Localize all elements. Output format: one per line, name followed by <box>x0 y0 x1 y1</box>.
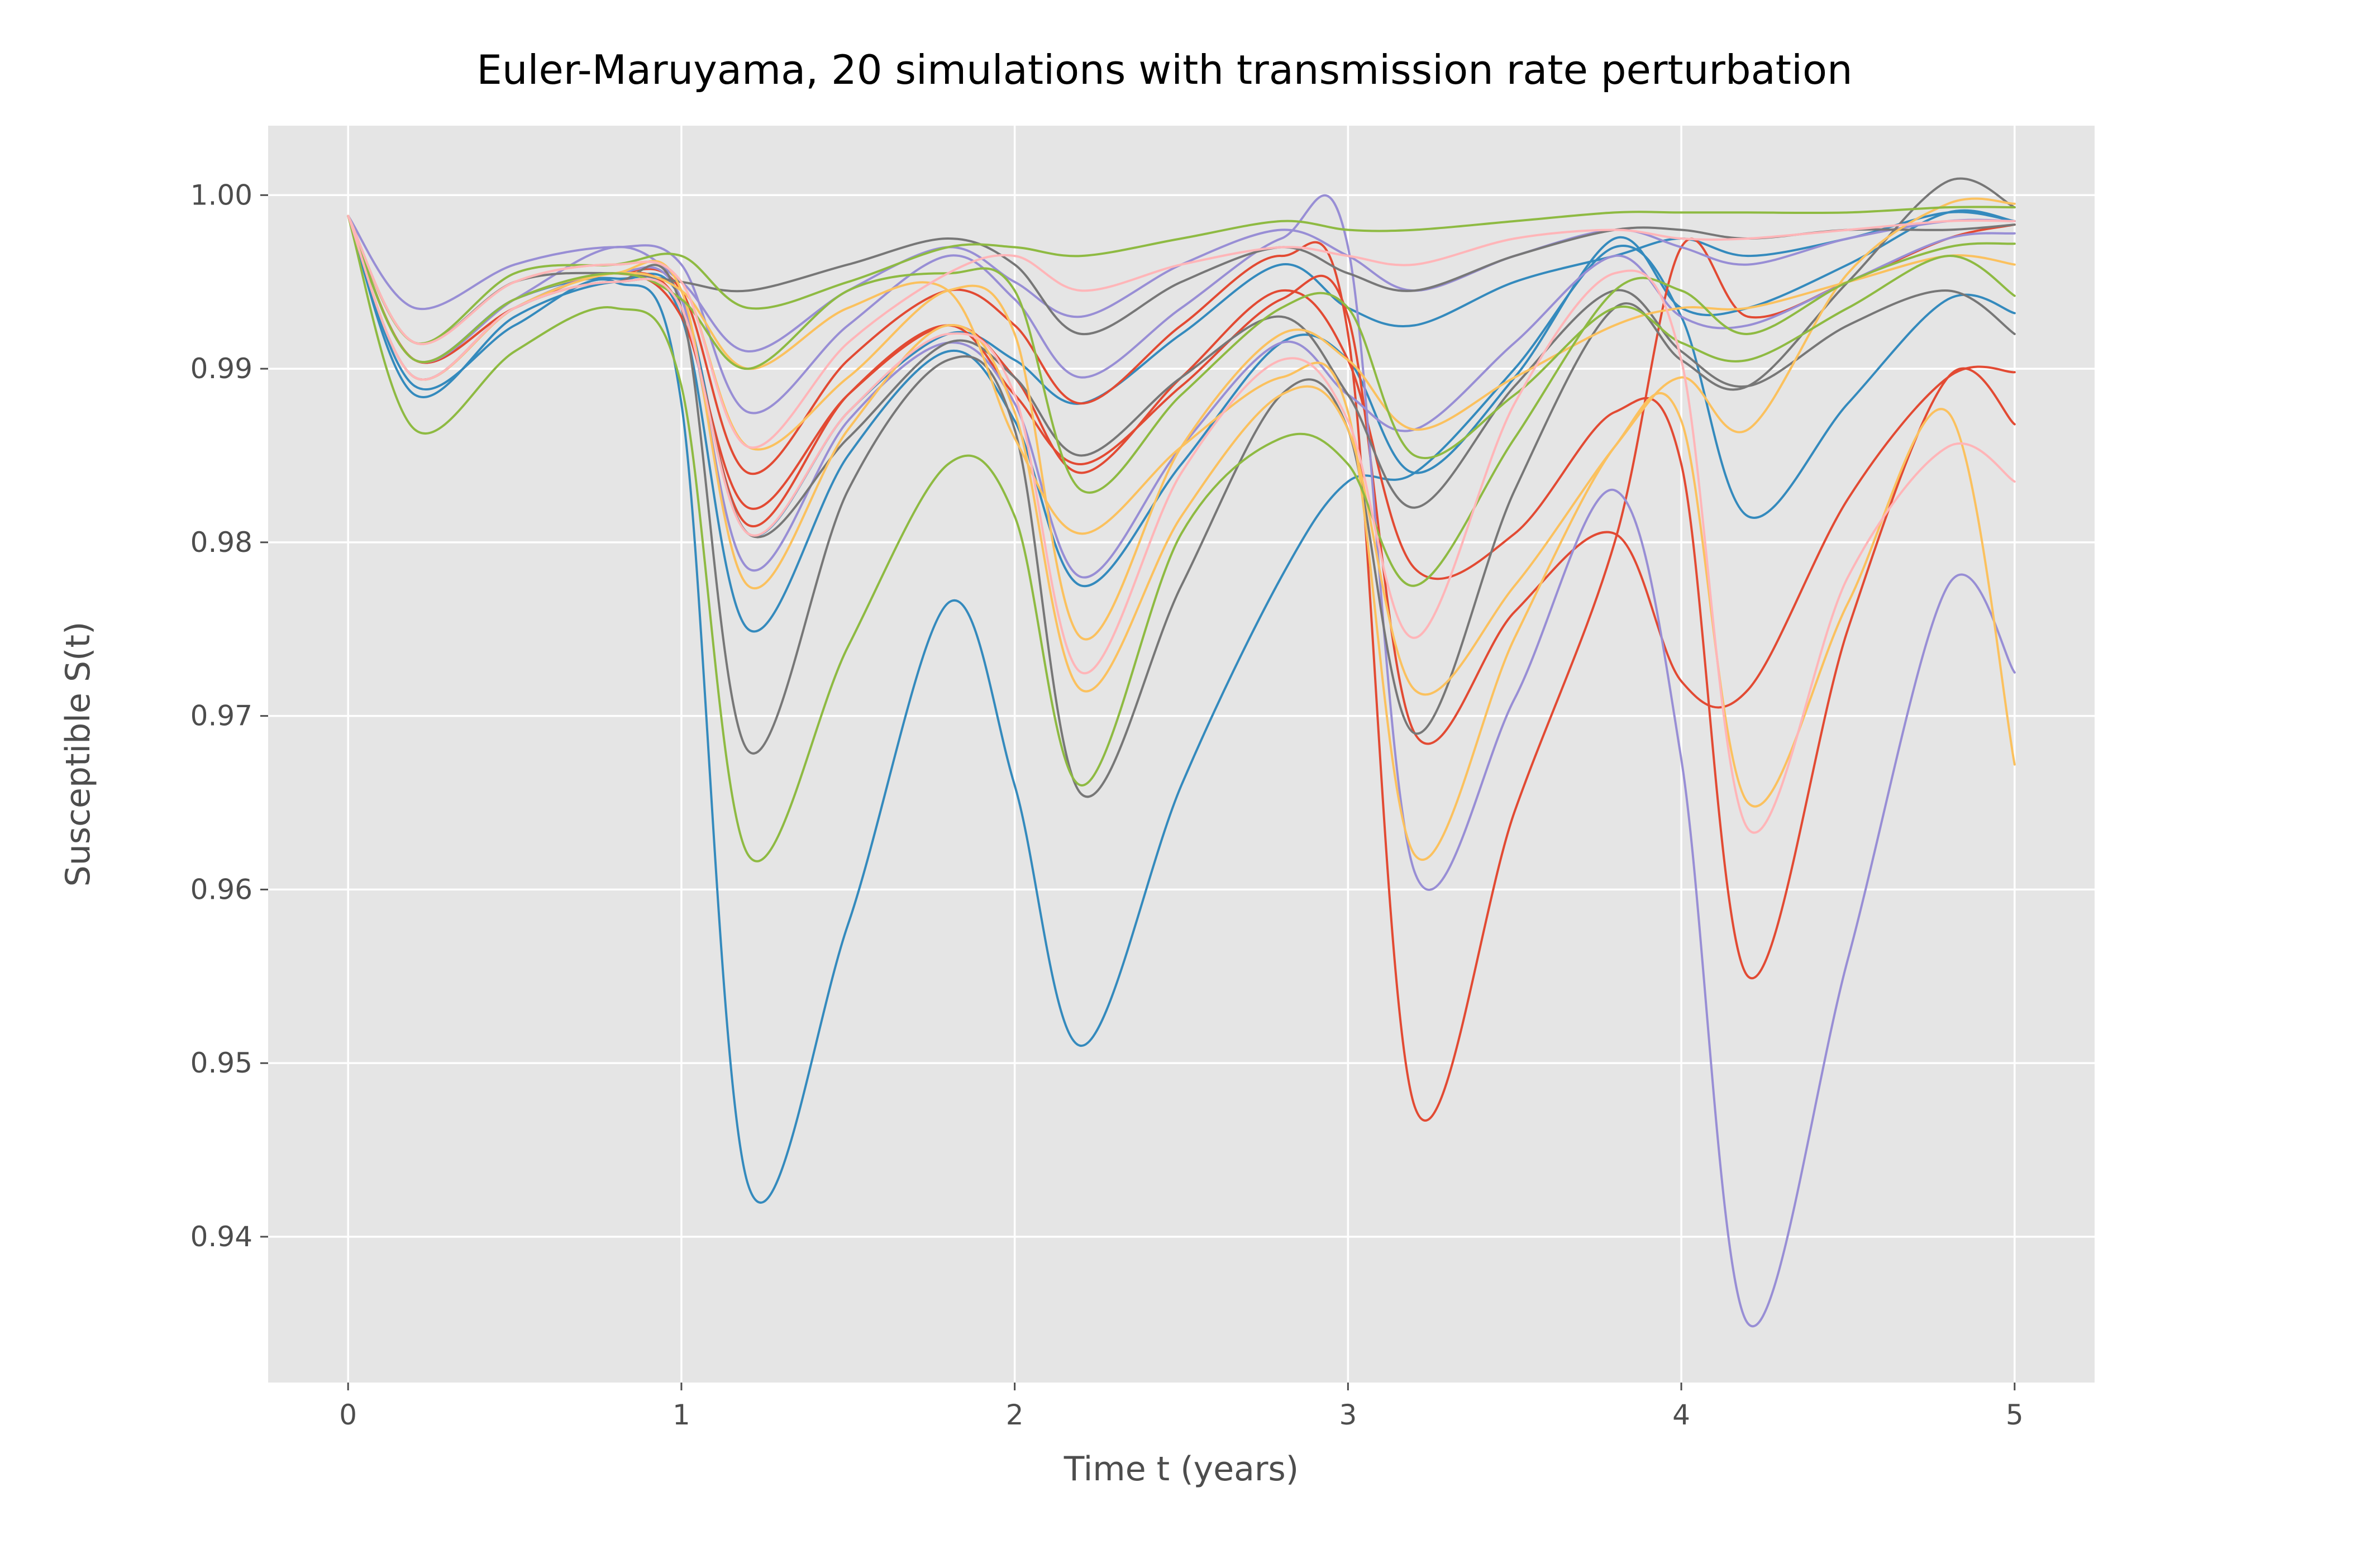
series-line-18 <box>347 215 2016 494</box>
series-line-16 <box>347 215 2016 862</box>
x-tick-label: 4 <box>1672 1399 1690 1431</box>
chart-title: Euler-Maruyama, 20 simulations with tran… <box>476 46 1852 93</box>
y-axis-ticks: 0.94 0.95 0.96 0.97 0.98 0.99 1.00 <box>190 179 268 1253</box>
series-line-5 <box>347 215 2016 745</box>
series-line-4 <box>347 215 2016 980</box>
x-tick-label: 5 <box>2006 1399 2024 1431</box>
series-line-9 <box>347 215 2016 579</box>
x-tick-label: 2 <box>1006 1399 1024 1431</box>
y-axis-label: Susceptible S(t) <box>59 622 98 887</box>
y-tick-label: 0.97 <box>190 700 252 732</box>
y-tick-label: 0.98 <box>190 526 252 559</box>
y-tick-label: 1.00 <box>190 179 252 211</box>
series-line-10 <box>347 177 2016 798</box>
y-tick-label: 0.95 <box>190 1047 252 1079</box>
x-tick-label: 3 <box>1339 1399 1357 1431</box>
x-tick-label: 0 <box>339 1399 357 1431</box>
x-axis-ticks: 0 1 2 3 4 5 <box>339 1383 2024 1431</box>
series-line-1 <box>347 215 2016 1204</box>
series-line-8 <box>347 215 2016 364</box>
series-line-20 <box>347 215 2016 834</box>
y-tick-label: 0.96 <box>190 873 252 905</box>
series-line-14 <box>347 215 2016 861</box>
series-lines <box>347 177 2016 1328</box>
y-tick-label: 0.94 <box>190 1221 252 1253</box>
series-line-19 <box>347 215 2016 449</box>
grid-lines <box>268 126 2095 1383</box>
x-tick-label: 1 <box>673 1399 690 1431</box>
x-axis-label: Time t (years) <box>1063 1450 1299 1489</box>
y-tick-label: 0.99 <box>190 352 252 385</box>
series-line-13 <box>347 197 2016 696</box>
